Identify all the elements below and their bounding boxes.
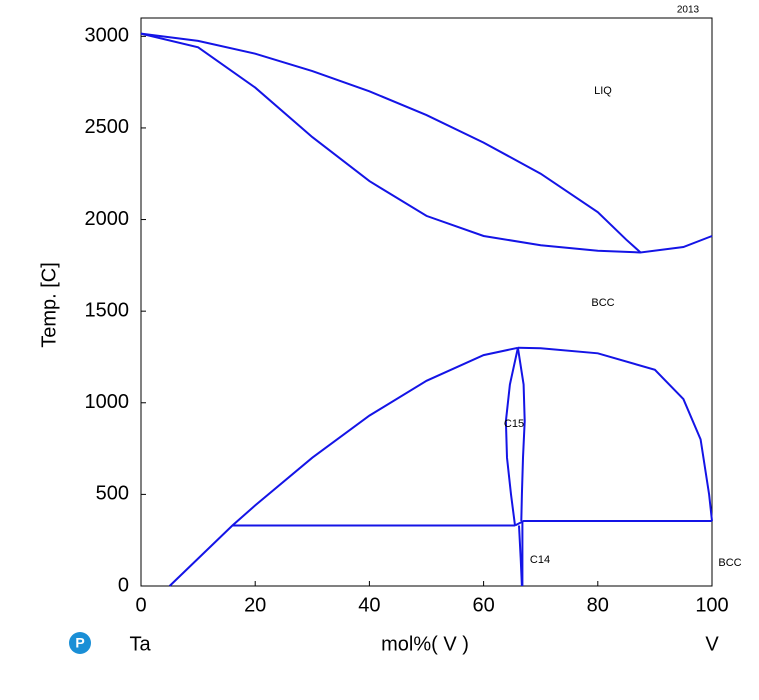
component-right: V — [705, 633, 719, 655]
phase-boundary — [504, 347, 519, 526]
region-label: BCC — [718, 557, 741, 569]
x-tick-label: 80 — [587, 594, 609, 616]
region-label: C15 — [504, 418, 524, 430]
y-tick-label: 2000 — [85, 208, 130, 230]
y-tick-label: 2500 — [85, 116, 130, 138]
phase-boundary — [168, 346, 519, 587]
x-axis-label: mol%( V ) — [381, 633, 469, 655]
y-tick-label: 3000 — [85, 25, 130, 47]
region-label: BCC — [591, 297, 614, 309]
logo: P — [69, 632, 91, 654]
y-tick-label: 1000 — [85, 391, 130, 413]
x-tick-label: 20 — [244, 594, 266, 616]
x-tick-label: 40 — [358, 594, 380, 616]
y-tick-label: 1500 — [85, 299, 130, 321]
x-tick-label: 0 — [135, 594, 146, 616]
phase-boundary — [140, 32, 641, 254]
x-tick-label: 100 — [695, 594, 728, 616]
region-label: C14 — [530, 554, 550, 566]
component-left: Ta — [129, 633, 151, 655]
phase-boundary — [517, 346, 713, 522]
phase-boundary — [514, 520, 712, 527]
plot-frame — [140, 17, 713, 587]
x-tick-label: 60 — [472, 594, 494, 616]
y-tick-label: 0 — [118, 574, 129, 596]
y-axis-label: Temp. [C] — [38, 262, 60, 348]
region-label: LIQ — [594, 85, 612, 97]
svg-text:P: P — [75, 635, 84, 651]
phase-boundary — [516, 347, 526, 522]
y-tick-label: 500 — [96, 483, 129, 505]
stamp: 2013 — [677, 5, 700, 16]
